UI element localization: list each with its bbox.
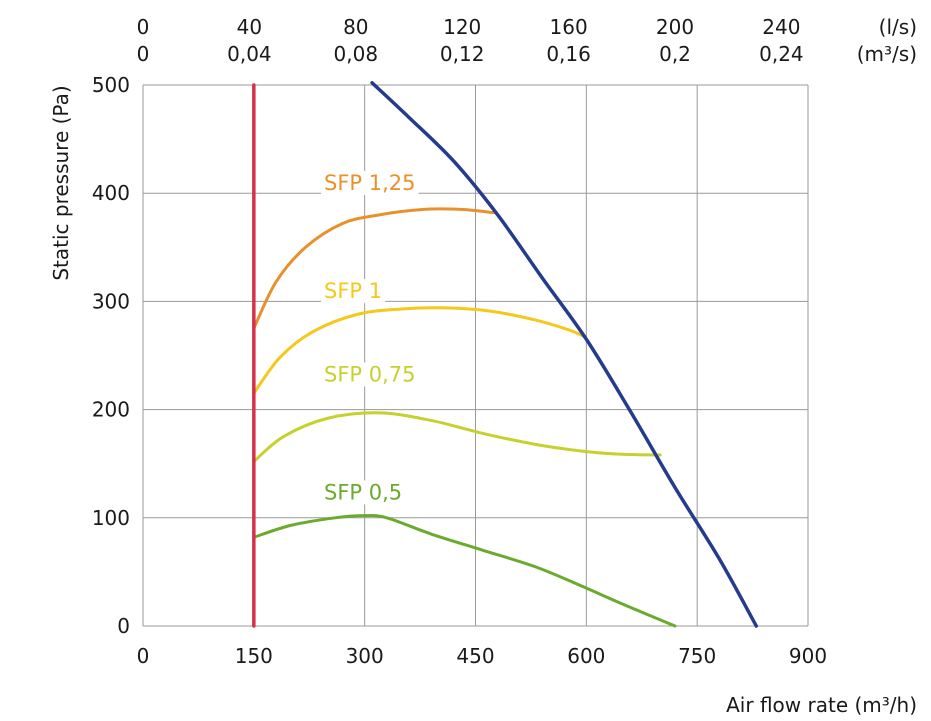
x-tick-label: 600 [567,644,605,668]
y-tick-label: 300 [92,289,130,313]
ticks-layer: 0 150 300 450 600 750 900 0 100 200 300 400 500 0 40 80… [92,15,827,668]
x-tick-label: 0 [137,644,150,668]
grid [142,84,809,627]
top-m3s-tick-label: 0,16 [546,42,591,66]
top-m3s-tick-label: 0,04 [227,42,272,66]
series-sfp-1-25-line [252,207,496,330]
series-sfp-0-75-line [252,411,662,464]
series-label: SFP 0,5 [324,480,402,504]
top-ls-tick-label: 80 [343,15,368,39]
fan-curve-line [370,81,759,628]
series-label-background [321,480,406,505]
top-m3s-tick-label: 0,12 [440,42,485,66]
top-m3s-tick-label: 0 [137,42,150,66]
x-tick-label: 150 [235,644,273,668]
series-label: SFP 1,25 [324,171,416,195]
top-m3s-tick-label: 0,2 [659,42,691,66]
series-label-background [321,170,419,195]
x-axis-label: Air flow rate (m³/h) [726,693,917,717]
top-ls-tick-label: 40 [237,15,262,39]
series-layer: SFP 1,25 SFP 1 SFP 0,75 SFP 0,5 [252,81,759,628]
series-sfp-1-line [252,306,585,395]
x-tick-label: 900 [789,644,827,668]
series-label-background [321,362,419,387]
top-ls-tick-label: 240 [762,15,800,39]
x-tick-label: 450 [456,644,494,668]
top-axis-m3s-unit: (m³/s) [857,42,917,66]
top-ls-tick-label: 0 [137,15,150,39]
top-m3s-tick-label: 0,08 [334,42,379,66]
series-label-background [321,279,386,304]
x-tick-label: 300 [346,644,384,668]
top-ls-tick-label: 160 [550,15,588,39]
y-tick-label: 100 [92,506,130,530]
y-tick-label: 0 [117,614,130,638]
top-axis-ls-unit: (l/s) [879,15,917,39]
y-tick-label: 200 [92,398,130,422]
top-ls-tick-label: 120 [443,15,481,39]
y-tick-label: 400 [92,181,130,205]
series-label: SFP 1 [324,279,382,303]
top-m3s-tick-label: 0,24 [759,42,804,66]
y-axis-label: Static pressure (Pa) [49,85,73,280]
series-sfp-0-5-line [252,514,677,628]
series-label: SFP 0,75 [324,362,416,386]
x-tick-label: 750 [678,644,716,668]
top-ls-tick-label: 200 [656,15,694,39]
y-tick-label: 500 [92,73,130,97]
